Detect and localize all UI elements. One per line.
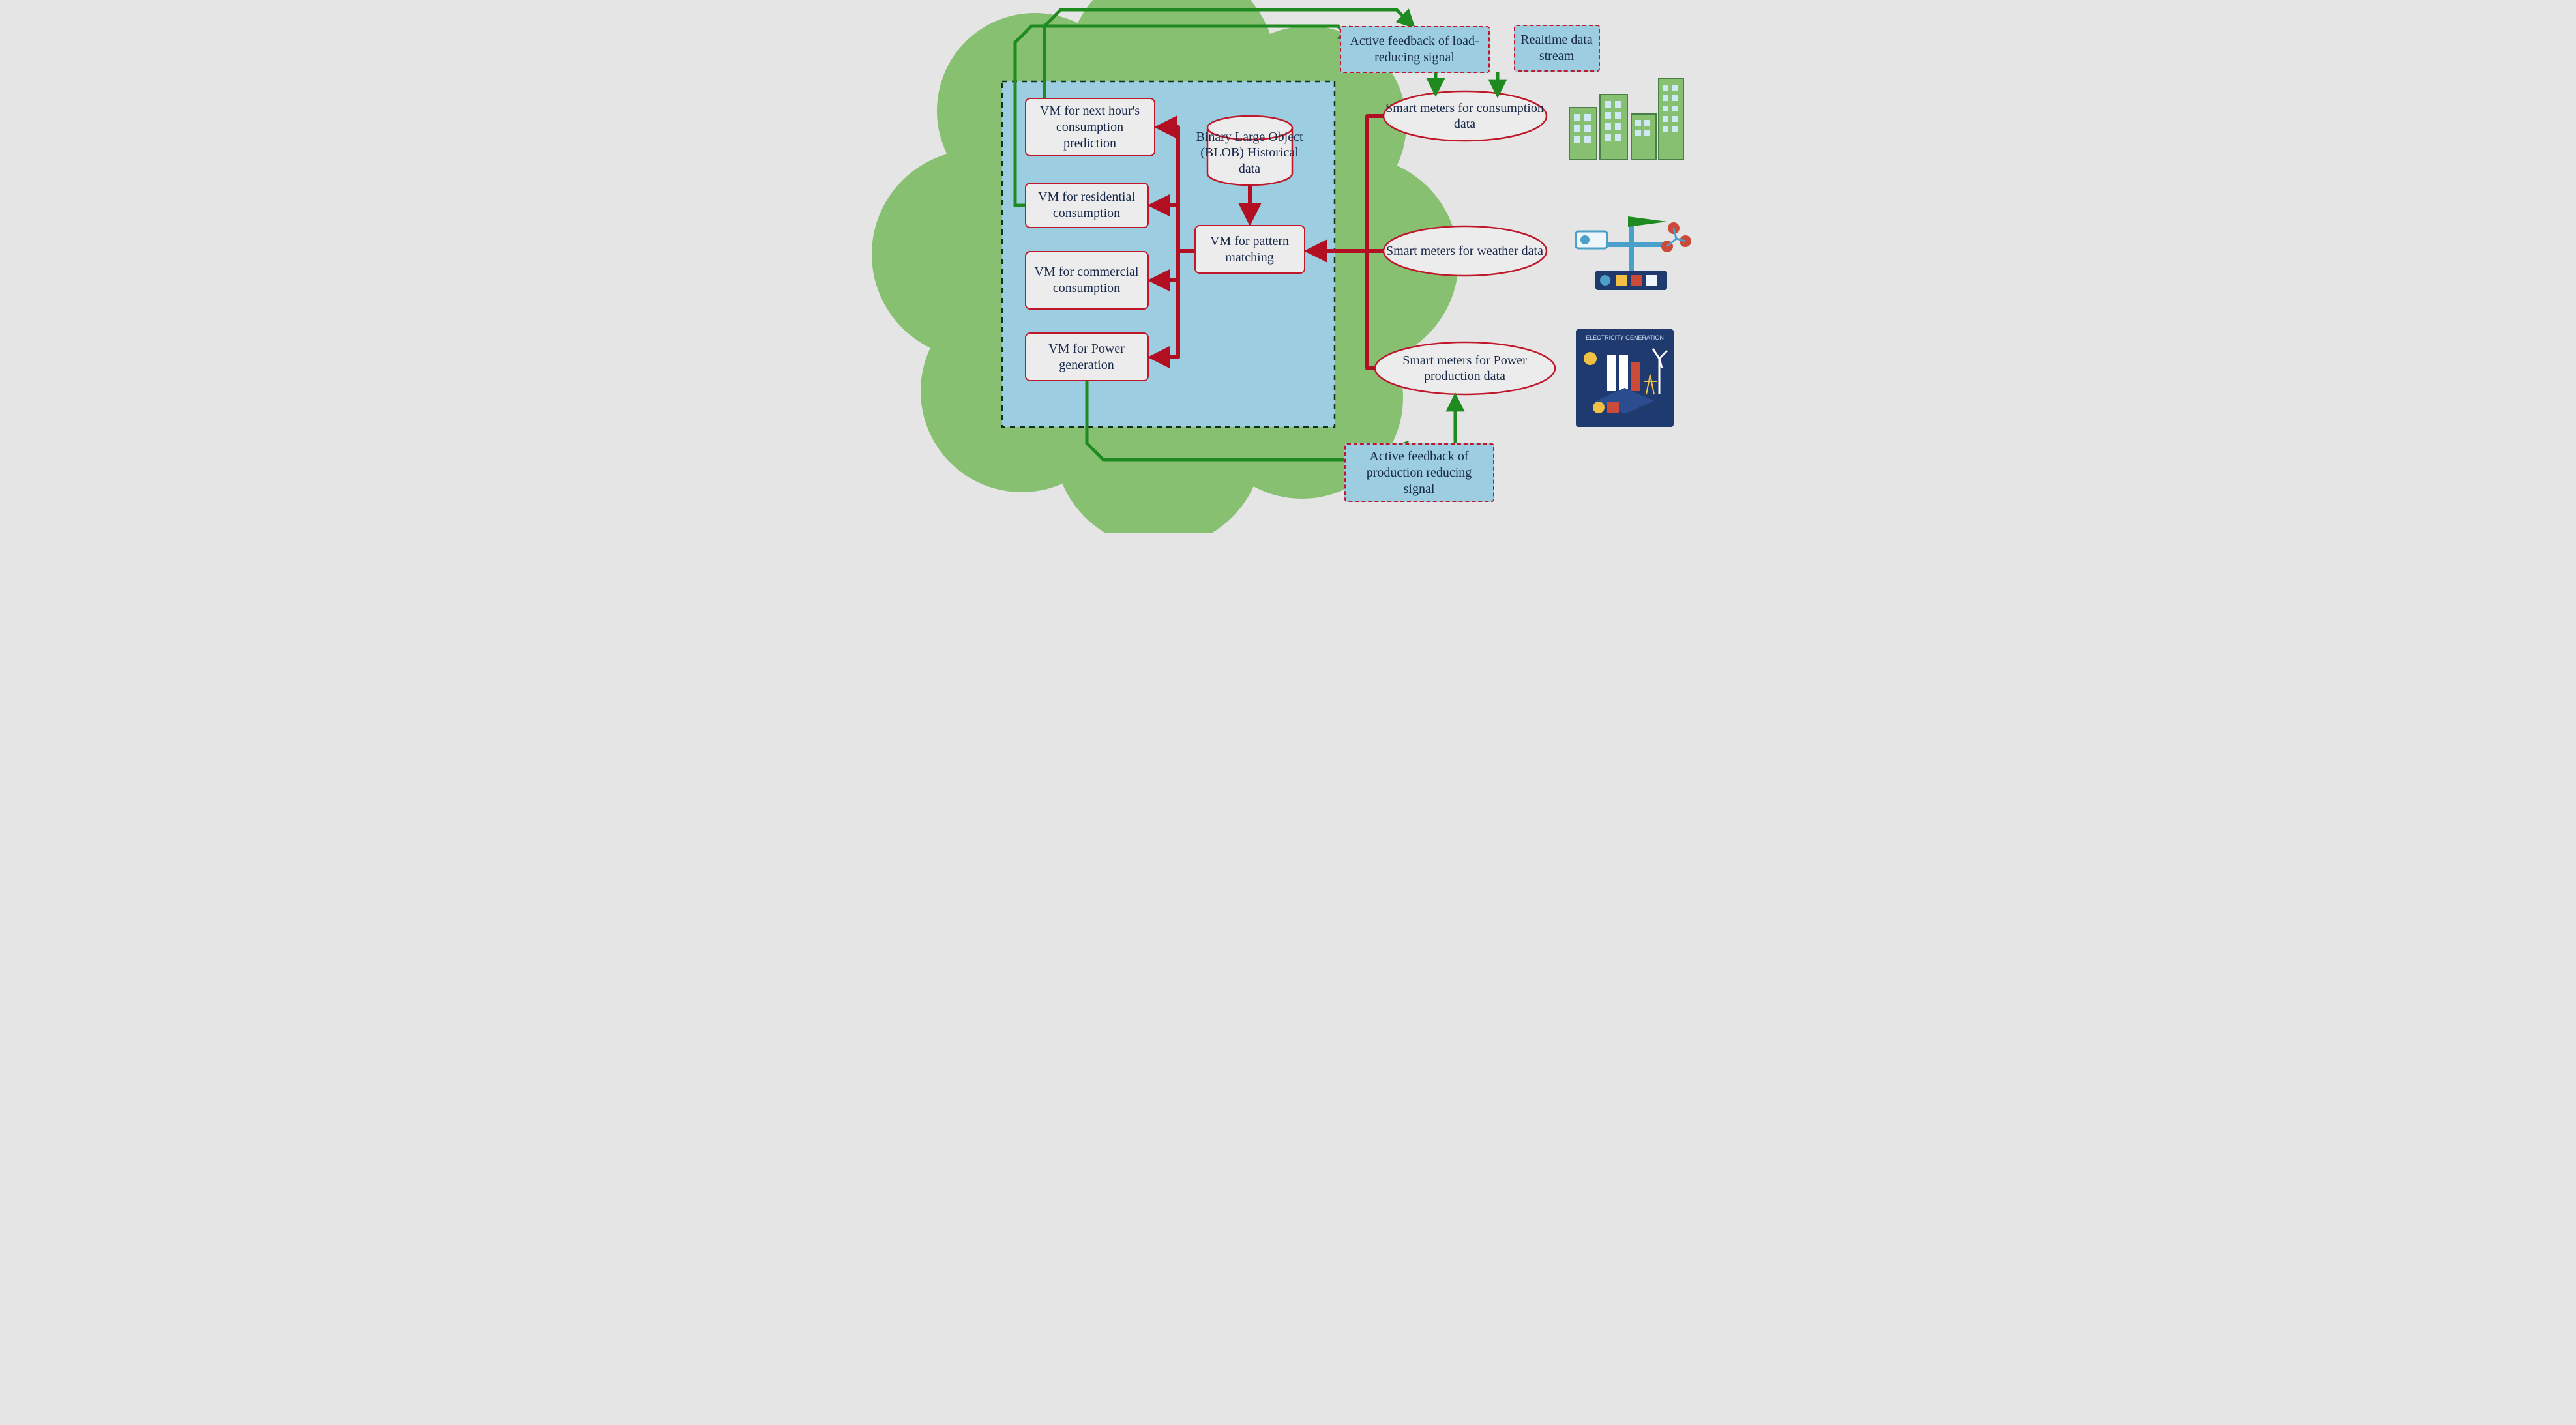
realtime-label: Realtime data stream bbox=[1520, 32, 1593, 65]
meter-weather-ellipse bbox=[1384, 226, 1547, 276]
vm-pattern-box: VM for pattern matching bbox=[1194, 225, 1305, 274]
buildings-icon bbox=[1566, 72, 1687, 163]
vm-residential-box: VM for residential consumption bbox=[1025, 183, 1149, 228]
weather-station-icon bbox=[1569, 209, 1693, 293]
vm-residential-label: VM for residential consumption bbox=[1033, 189, 1141, 222]
diagram-stage: VM for next hour's consumption predictio… bbox=[807, 0, 1770, 533]
power-plant-icon: ELECTRICITY GENERATION bbox=[1576, 329, 1674, 427]
vm-power-box: VM for Power generation bbox=[1025, 332, 1149, 381]
feedback-load-box: Active feedback of load-reducing signal bbox=[1340, 26, 1490, 73]
power-plant-title: ELECTRICITY GENERATION bbox=[1586, 334, 1664, 341]
blob-db-label: Binary Large Object (BLOB) Historical da… bbox=[1191, 129, 1309, 177]
vm-commercial-box: VM for commercial consumption bbox=[1025, 251, 1149, 310]
realtime-box: Realtime data stream bbox=[1514, 25, 1600, 72]
vm-prediction-box: VM for next hour's consumption predictio… bbox=[1025, 98, 1155, 156]
meter-production-ellipse bbox=[1375, 342, 1555, 394]
vm-prediction-label: VM for next hour's consumption predictio… bbox=[1033, 103, 1147, 152]
vm-commercial-label: VM for commercial consumption bbox=[1033, 264, 1141, 297]
feedback-prod-label: Active feedback of production reducing s… bbox=[1351, 448, 1488, 497]
feedback-prod-box: Active feedback of production reducing s… bbox=[1344, 443, 1494, 502]
vm-power-label: VM for Power generation bbox=[1033, 341, 1141, 374]
vm-pattern-label: VM for pattern matching bbox=[1202, 233, 1297, 266]
feedback-load-label: Active feedback of load-reducing signal bbox=[1346, 33, 1483, 66]
meter-consumption-ellipse bbox=[1384, 91, 1547, 141]
